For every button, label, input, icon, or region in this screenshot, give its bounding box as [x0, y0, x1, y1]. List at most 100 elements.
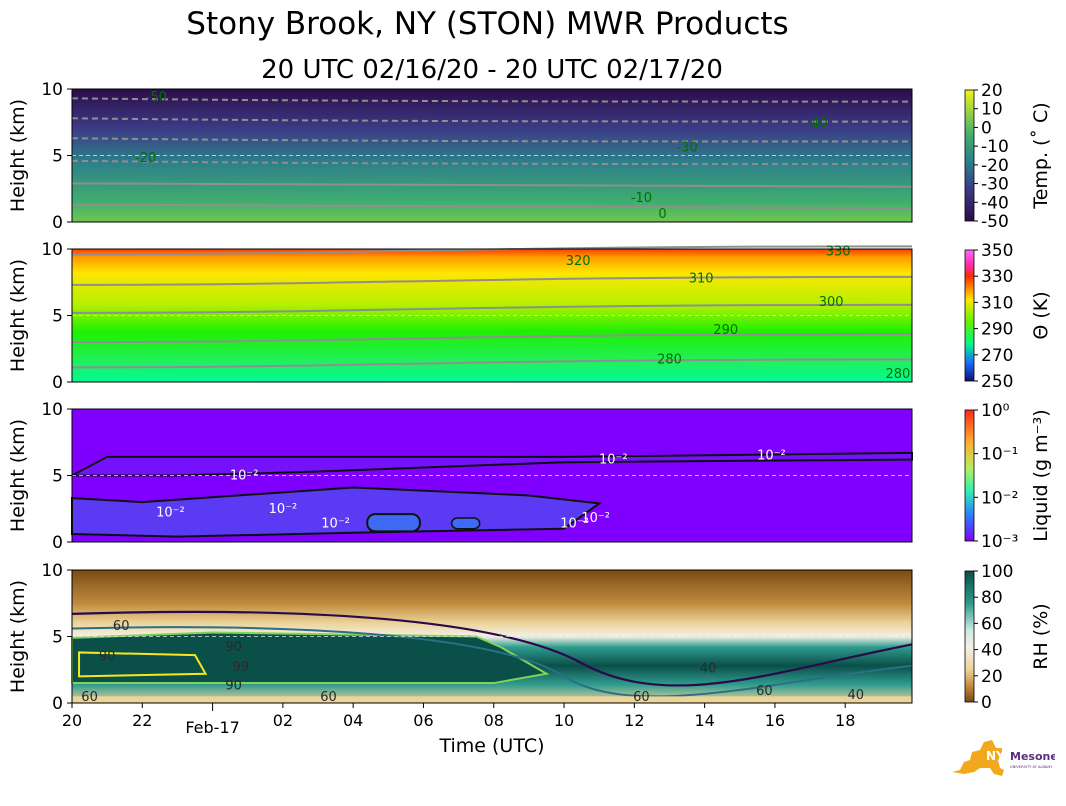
contour-label: -50 — [146, 90, 167, 105]
contour-label: 60 — [320, 690, 337, 705]
y-tick-label: 0 — [52, 213, 63, 233]
nys-mesonet-logo: NYS Mesonet UNIVERSITY AT ALBANY — [952, 740, 1055, 776]
contour-label: 40 — [700, 661, 717, 676]
y-tick-label: 10 — [41, 240, 63, 260]
colorbar-tick-label: -40 — [981, 193, 1009, 213]
contour-label: 310 — [689, 271, 714, 286]
colorbar-tick-label: 350 — [981, 241, 1013, 261]
colorbar-tick-label: -30 — [981, 175, 1009, 195]
x-tick-label: 10 — [554, 711, 574, 730]
contour-label: 90 — [225, 679, 242, 694]
contour-label: 330 — [826, 245, 851, 260]
x-tick-label: 08 — [484, 711, 504, 730]
panel-potential-temperature: 320 330 310 300 290 280 280 0 5 10 Height (km) 350 3… — [7, 240, 1052, 393]
contour-label: 60 — [81, 690, 98, 705]
contour-label: 10⁻² — [757, 449, 786, 464]
x-axis-label: Time (UTC) — [438, 735, 544, 757]
figure-title: Stony Brook, NY (STON) MWR Products — [186, 6, 789, 42]
y-axis-label: Height (km) — [7, 259, 29, 372]
y-tick-label: 5 — [52, 147, 63, 167]
x-tick-label: 02 — [273, 711, 293, 730]
colorbar-tick-label: -20 — [981, 156, 1009, 176]
isentrope-contour — [71, 358, 913, 369]
contour-label: 10⁻² — [156, 506, 185, 521]
logo-text-side: Mesonet — [1010, 750, 1055, 763]
contour-label: 90 — [225, 640, 242, 655]
colorbar-tick-label: 10 — [981, 100, 1003, 120]
x-tick-label: 16 — [765, 711, 785, 730]
contour-label: 280 — [657, 352, 682, 367]
contour-label: 90 — [99, 649, 116, 664]
y-tick-label: 0 — [52, 533, 63, 553]
contour-label: 60 — [633, 690, 650, 705]
contour-label: 0 — [658, 207, 666, 222]
colorbar — [964, 89, 975, 222]
colorbar-tick-label: -50 — [981, 212, 1009, 232]
panel-liquid-water: 10⁻²10⁻² 10⁻²10⁻² 10⁻²10⁻² 10⁻²10⁻²0510Heig… — [7, 400, 1052, 553]
colorbar — [964, 409, 975, 542]
colorbar-label: Θ (K) — [1030, 291, 1052, 339]
y-tick-label: 0 — [52, 694, 63, 714]
y-tick-label: 10 — [41, 561, 63, 581]
colorbar-tick-label: 40 — [981, 641, 1003, 661]
y-axis-label: Height (km) — [7, 99, 29, 212]
contour-label: 300 — [819, 295, 844, 310]
y-tick-label: 10 — [41, 80, 63, 100]
colorbar-tick-label: 60 — [981, 614, 1003, 634]
isentrope-contour — [71, 245, 913, 256]
colorbar-tick-label: 330 — [981, 267, 1013, 287]
x-tick-label: 06 — [413, 711, 433, 730]
isentrope-contour — [71, 303, 913, 314]
colorbar-tick-label: 0 — [981, 693, 992, 713]
figure-subtitle: 20 UTC 02/16/20 - 20 UTC 02/17/20 — [261, 55, 723, 85]
colorbar-tick-label: 10⁻² — [981, 488, 1018, 508]
contour-label: 40 — [847, 688, 864, 703]
contour-label: -10 — [631, 191, 652, 206]
contour-label: 290 — [713, 323, 738, 338]
x-tick-label: 04 — [343, 711, 363, 730]
contour-label: 10⁻² — [581, 511, 610, 526]
colorbar — [964, 570, 975, 703]
y-tick-label: 5 — [52, 307, 63, 327]
colorbar-tick-label: 10⁻³ — [981, 532, 1018, 552]
colorbar-tick-label: 10⁻¹ — [981, 445, 1018, 465]
contour-label: -20 — [135, 151, 156, 166]
contour-label: 10⁻² — [230, 469, 259, 484]
y-tick-label: 5 — [52, 628, 63, 648]
colorbar-tick-label: 10⁰ — [981, 401, 1010, 421]
rh-contour-40 — [71, 610, 913, 687]
contour-label: 60 — [113, 619, 130, 634]
rh-contour-60 — [71, 626, 913, 698]
colorbar-tick-label: 100 — [981, 562, 1013, 582]
logo-text-small: UNIVERSITY AT ALBANY — [1010, 765, 1053, 769]
logo-text-main: NYS — [986, 749, 1013, 763]
contour-label: 99 — [232, 660, 249, 675]
rh-contour-99 — [78, 651, 208, 678]
colorbar-label: Liquid (g m⁻³) — [1030, 409, 1052, 541]
contour-label: 10⁻² — [321, 516, 350, 531]
y-axis-label: Height (km) — [7, 419, 29, 532]
cloud-core — [366, 513, 421, 533]
colorbar-tick-label: 20 — [981, 667, 1003, 687]
colorbar-tick-label: -10 — [981, 137, 1009, 157]
colorbar-tick-label: 310 — [981, 293, 1013, 313]
colorbar-label: RH (%) — [1030, 603, 1052, 669]
x-tick-label: 20 — [62, 711, 82, 730]
colorbar — [964, 249, 975, 382]
contour-label: -30 — [676, 141, 697, 156]
y-axis-label: Height (km) — [7, 580, 29, 693]
contour-label: -40 — [806, 117, 827, 132]
isentrope-contour — [71, 333, 913, 344]
contour-label: 10⁻² — [560, 516, 589, 531]
colorbar-tick-label: 80 — [981, 588, 1003, 608]
colorbar-label: Temp. (˚ C) — [1030, 102, 1052, 209]
colorbar-tick-label: 290 — [981, 320, 1013, 340]
x-tick-label: 14 — [694, 711, 714, 730]
colorbar-tick-label: 20 — [981, 81, 1003, 101]
isentrope-contour — [71, 275, 913, 286]
x-tick-label: 22 — [132, 711, 152, 730]
y-tick-label: 5 — [52, 467, 63, 487]
contour-label: 60 — [756, 684, 773, 699]
